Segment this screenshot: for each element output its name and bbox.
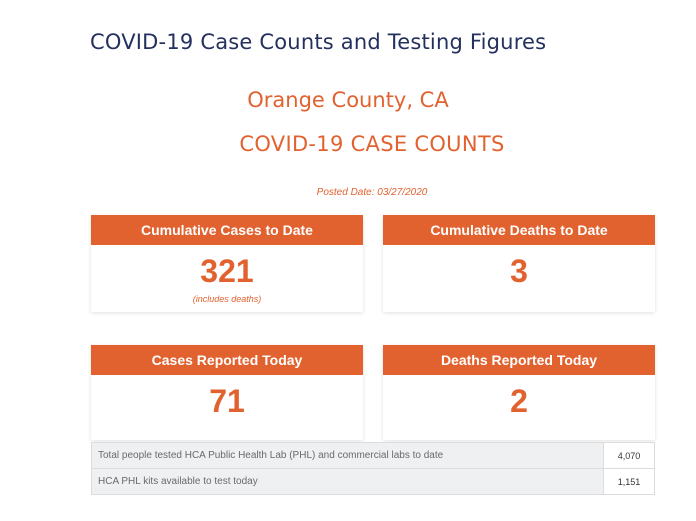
- testing-value-kits: 1,151: [603, 468, 655, 495]
- posted-date: Posted Date: 03/27/2020: [316, 187, 428, 198]
- table-row: Total people tested HCA Public Health La…: [91, 442, 655, 469]
- deaths-today-value: 2: [510, 383, 528, 419]
- cumulative-deaths-card: Cumulative Deaths to Date 3: [383, 215, 655, 312]
- page-title: COVID-19 Case Counts and Testing Figures: [90, 30, 547, 54]
- deaths-today-body: 2: [383, 375, 655, 420]
- table-row: HCA PHL kits available to test today 1,1…: [91, 468, 655, 495]
- deaths-today-label: Deaths Reported Today: [383, 345, 655, 375]
- cumulative-deaths-body: 3: [383, 245, 655, 290]
- testing-label-kits: HCA PHL kits available to test today: [91, 468, 604, 495]
- cases-today-card: Cases Reported Today 71: [91, 345, 363, 440]
- cumulative-deaths-value: 3: [510, 253, 528, 289]
- cumulative-cases-note: (includes deaths): [192, 294, 262, 304]
- cumulative-deaths-label: Cumulative Deaths to Date: [383, 215, 655, 245]
- cumulative-cases-body: 321 (includes deaths): [91, 245, 363, 304]
- cases-today-body: 71: [91, 375, 363, 420]
- cases-today-label: Cases Reported Today: [91, 345, 363, 375]
- case-counts-heading: COVID-19 CASE COUNTS: [239, 132, 505, 156]
- cases-today-value: 71: [209, 383, 245, 419]
- cumulative-cases-card: Cumulative Cases to Date 321 (includes d…: [91, 215, 363, 312]
- cumulative-cases-value: 321: [200, 253, 254, 289]
- deaths-today-card: Deaths Reported Today 2: [383, 345, 655, 440]
- cumulative-cases-label: Cumulative Cases to Date: [91, 215, 363, 245]
- testing-label-total: Total people tested HCA Public Health La…: [91, 442, 604, 469]
- county-heading: Orange County, CA: [247, 88, 449, 112]
- testing-table: Total people tested HCA Public Health La…: [91, 442, 655, 495]
- testing-value-total: 4,070: [603, 442, 655, 469]
